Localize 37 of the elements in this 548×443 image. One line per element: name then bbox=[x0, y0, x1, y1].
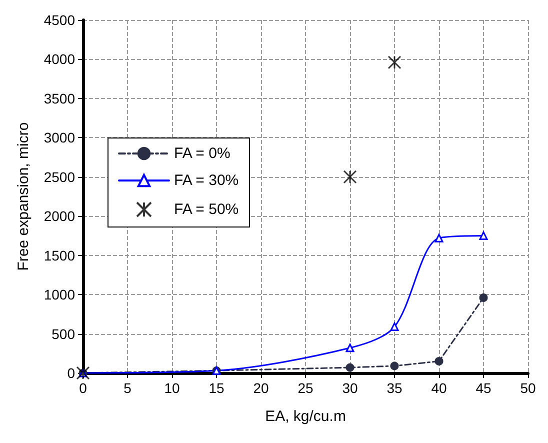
point bbox=[390, 362, 399, 370]
x-tick-label: 5 bbox=[124, 380, 132, 396]
point bbox=[346, 363, 354, 372]
y-tick-label: 2500 bbox=[44, 168, 76, 185]
y-axis-title: Free expansion, micro bbox=[15, 122, 32, 271]
y-tick-label: 1000 bbox=[44, 286, 76, 303]
point bbox=[479, 231, 488, 240]
y-tick-label: 1500 bbox=[44, 247, 76, 264]
x-tick-label: 15 bbox=[208, 380, 224, 396]
point bbox=[388, 56, 402, 70]
legend-label: FA = 30% bbox=[174, 172, 239, 189]
x-tick-label: 35 bbox=[386, 380, 402, 396]
point bbox=[479, 293, 488, 302]
point bbox=[76, 366, 90, 380]
y-tick-label: 3000 bbox=[44, 130, 76, 146]
x-tick-label: 45 bbox=[476, 380, 492, 396]
point bbox=[390, 322, 399, 331]
y-tick-label: 0 bbox=[67, 365, 76, 381]
point bbox=[434, 234, 444, 242]
point bbox=[434, 356, 444, 366]
y-tick-label: 4000 bbox=[44, 51, 76, 68]
legend-label: FA = 50% bbox=[174, 201, 239, 218]
x-tick-label: 40 bbox=[431, 380, 447, 396]
point bbox=[343, 170, 357, 184]
x-axis-title: EA, kg/cu.m bbox=[265, 408, 346, 425]
y-tick-label: 4500 bbox=[44, 12, 76, 28]
legend-label: FA = 0% bbox=[174, 145, 230, 162]
y-tick-label: 3500 bbox=[44, 90, 76, 106]
x-tick-label: 0 bbox=[79, 380, 88, 396]
y-tick-label: 2000 bbox=[44, 208, 76, 224]
point bbox=[346, 344, 354, 352]
y-tick-label: 500 bbox=[52, 326, 76, 342]
x-tick-label: 10 bbox=[164, 380, 180, 396]
x-tick-label: 30 bbox=[342, 380, 358, 396]
x-tick-label: 50 bbox=[520, 380, 536, 396]
x-tick-label: 20 bbox=[253, 380, 269, 396]
x-tick-label: 25 bbox=[298, 380, 314, 396]
